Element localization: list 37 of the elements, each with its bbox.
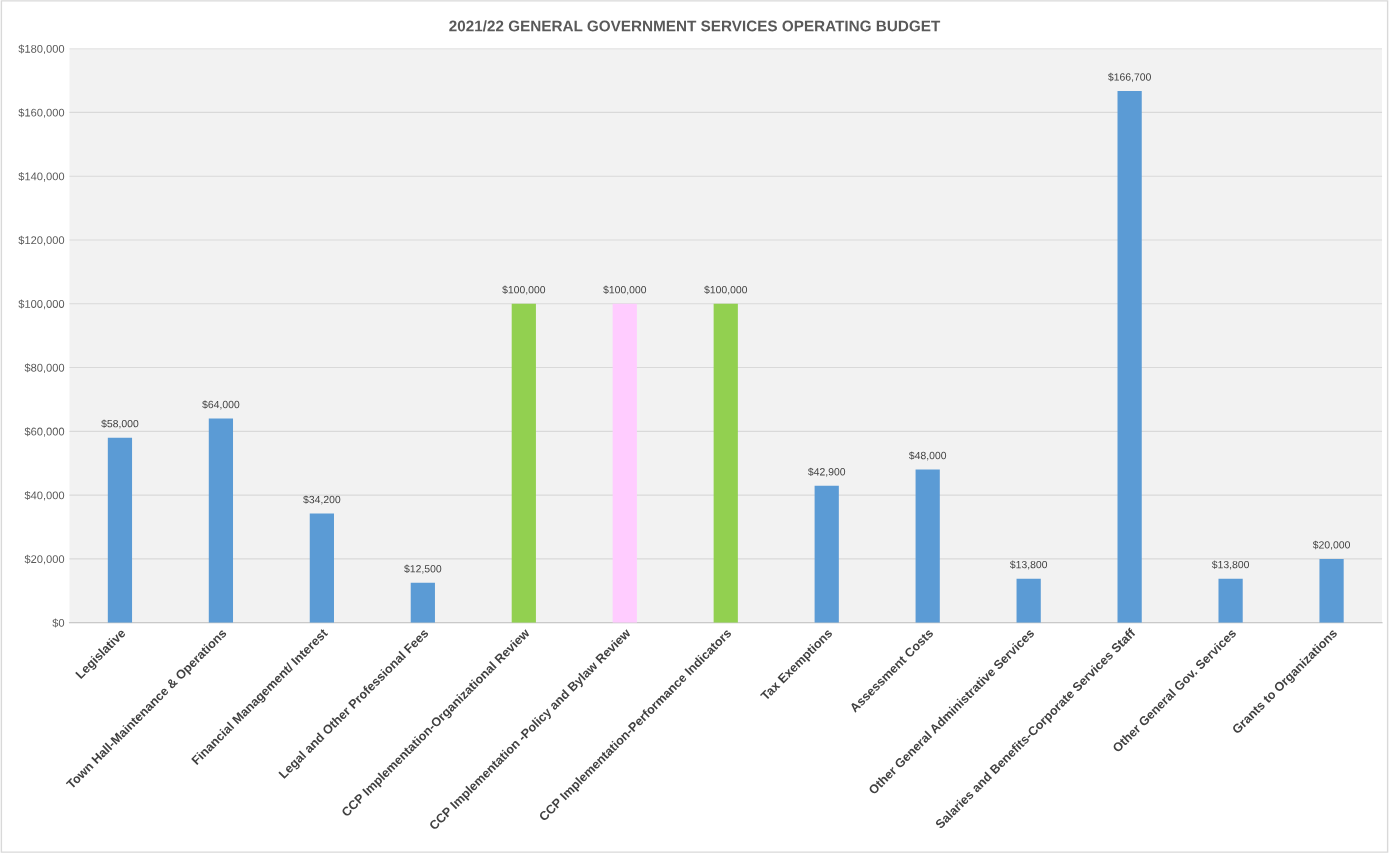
data-label: $166,700	[1108, 72, 1151, 82]
bar	[713, 303, 738, 623]
y-tick-label: $180,000	[18, 44, 65, 55]
bar	[915, 469, 940, 623]
bar	[612, 303, 637, 623]
bar	[410, 582, 435, 623]
bar	[1218, 578, 1243, 623]
y-tick-label: $100,000	[18, 299, 65, 310]
y-tick-label: $60,000	[24, 427, 65, 437]
bar	[814, 485, 839, 623]
y-tick-label: $120,000	[18, 235, 65, 246]
data-label: $12,500	[404, 564, 442, 574]
y-tick-label: $160,000	[18, 108, 65, 118]
data-label: $34,200	[303, 495, 341, 505]
data-label: $58,000	[101, 419, 139, 429]
y-tick-label: $40,000	[24, 490, 65, 501]
bar	[309, 513, 334, 623]
bar	[1117, 91, 1142, 623]
y-tick-label: $140,000	[18, 171, 65, 182]
data-label: $20,000	[1312, 540, 1350, 550]
data-label: $48,000	[908, 451, 947, 461]
bar	[107, 437, 133, 623]
data-label: $100,000	[603, 285, 647, 295]
bar	[1319, 558, 1344, 623]
y-tick-label: $80,000	[24, 363, 65, 373]
chart-title: 2021/22 GENERAL GOVERNMENT SERVICES OPERATING BUDGET	[449, 20, 941, 32]
data-label: $100,000	[502, 285, 546, 295]
bar	[1016, 578, 1041, 623]
y-tick-label: $20,000	[24, 554, 65, 565]
y-tick-label: $0	[52, 618, 65, 628]
data-label: $13,800	[1211, 560, 1250, 570]
data-label: $42,900	[808, 467, 846, 477]
bar	[511, 303, 536, 623]
data-label: $13,800	[1009, 560, 1048, 570]
bar	[208, 418, 234, 623]
data-label: $64,000	[202, 400, 240, 410]
data-label: $100,000	[704, 285, 748, 295]
